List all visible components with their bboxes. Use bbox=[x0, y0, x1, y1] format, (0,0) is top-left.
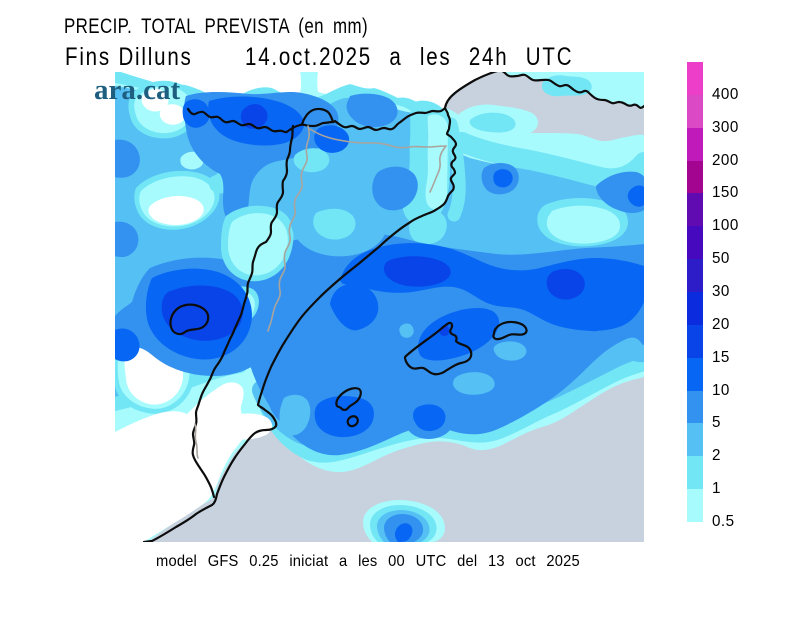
legend-swatch-50 bbox=[687, 226, 703, 260]
fill-2mm-w-mallorca bbox=[399, 323, 414, 338]
fill-5mm-left-mid bbox=[115, 221, 139, 257]
legend-swatch-100 bbox=[687, 193, 703, 227]
fill-2mm-s-menorca bbox=[493, 341, 527, 361]
pocket-upper-right bbox=[537, 197, 628, 247]
legend-swatch-30 bbox=[687, 259, 703, 292]
fill-05mm-18 bbox=[546, 205, 621, 244]
fill-1mm-diagonal bbox=[313, 208, 356, 240]
legend-swatch-400 bbox=[687, 62, 703, 95]
dry-pocket-lleida bbox=[221, 205, 294, 282]
border-andorra bbox=[300, 107, 335, 126]
fill-15mm-midband-west-core bbox=[384, 256, 451, 287]
fill-10mm-se-ibiza bbox=[413, 404, 446, 432]
model-caption: model GFS 0.25 iniciat a les 00 UTC del … bbox=[156, 553, 580, 570]
fill-05mm-12 bbox=[425, 114, 448, 210]
fill-10mm-mallorca bbox=[418, 308, 500, 361]
legend-label-400: 400 bbox=[712, 85, 739, 103]
legend-label-2: 2 bbox=[712, 447, 721, 465]
map-canvas bbox=[108, 69, 654, 544]
island-menorca bbox=[492, 320, 528, 341]
legend-label-300: 300 bbox=[712, 118, 739, 136]
legend-swatch-0.5 bbox=[687, 489, 703, 522]
island-mallorca bbox=[403, 321, 473, 376]
dry-patch-3 bbox=[141, 88, 169, 112]
legend-label-0.5: 0.5 bbox=[712, 513, 735, 530]
border-france-spain bbox=[186, 106, 447, 134]
south-sea-cell bbox=[363, 500, 445, 542]
legend-swatch-150 bbox=[687, 160, 703, 194]
border-valencia-gray bbox=[194, 423, 199, 459]
legend-label-30: 30 bbox=[712, 283, 730, 300]
dry-patch-nw bbox=[128, 80, 199, 139]
legend-label-10: 10 bbox=[712, 381, 730, 399]
fill-05mm-dot-a bbox=[180, 151, 204, 170]
fill-2mm-right-edge bbox=[626, 344, 644, 363]
legend-swatch-20 bbox=[687, 292, 703, 325]
page-title: PRECIP. TOTAL PREVISTA (en mm) bbox=[64, 15, 369, 38]
legend-swatch-2 bbox=[687, 423, 703, 457]
legend-label-20: 20 bbox=[712, 315, 730, 333]
legend-label-100: 100 bbox=[712, 217, 739, 235]
fill-1mm-gulf-blob bbox=[469, 112, 516, 133]
coastline-iberia bbox=[142, 70, 496, 544]
legend-swatch-10 bbox=[687, 357, 703, 391]
dry-patch-4 bbox=[159, 104, 186, 125]
legend-label-15: 15 bbox=[712, 348, 730, 366]
legend-swatch-300 bbox=[687, 94, 703, 128]
legend-swatch-5 bbox=[687, 390, 703, 424]
legend-label-150: 150 bbox=[712, 184, 739, 202]
dry-valencia bbox=[115, 382, 251, 542]
legend-label-1: 1 bbox=[712, 480, 721, 498]
dry-patch-w4 bbox=[134, 170, 220, 230]
legend-swatch-15 bbox=[687, 324, 703, 358]
fill-10mm-left-edge bbox=[115, 328, 140, 362]
fill-10mm-ibiza bbox=[314, 396, 374, 438]
legend-label-200: 200 bbox=[712, 151, 739, 169]
border-lleida-gray bbox=[267, 125, 310, 332]
fill-2mm-s-mallorca bbox=[453, 372, 495, 395]
legend-label-5: 5 bbox=[712, 414, 721, 432]
legend-swatch-1 bbox=[687, 456, 703, 490]
border-aragon bbox=[191, 124, 295, 499]
coastline-france bbox=[492, 69, 646, 109]
fill-15mm-pyrenees-core bbox=[240, 104, 268, 129]
fill-5mm-east-of-pyr bbox=[346, 93, 398, 128]
ara-cat-logo: ara.cat bbox=[94, 74, 181, 106]
subtitle-period: Fins Dilluns bbox=[65, 43, 193, 71]
subtitle-date: 14.oct.2025 a les 24h UTC bbox=[245, 43, 574, 71]
dry-france-west bbox=[121, 72, 301, 100]
island-ibiza bbox=[335, 387, 362, 411]
fill-10mm-sea-girona bbox=[493, 169, 513, 188]
fill-1mm-se-tongue bbox=[409, 210, 447, 245]
fill-5mm-left-top bbox=[115, 139, 140, 178]
fill-10mm-midband-swlobe bbox=[330, 284, 379, 331]
legend-swatch-200 bbox=[687, 127, 703, 161]
dry-france-east bbox=[317, 72, 494, 110]
legend-colorbar bbox=[687, 62, 703, 522]
fill-05mm-14 bbox=[228, 213, 288, 276]
fill-5mm-girona bbox=[372, 166, 418, 211]
legend: 400 300 200 150 100 50 30 20 15 10 5 2 1 0.5 bbox=[687, 62, 797, 532]
dry-patch-7 bbox=[148, 196, 204, 225]
fill-15mm-midband-east-core bbox=[546, 268, 585, 300]
sea-southeast bbox=[148, 377, 644, 542]
island-formentera bbox=[346, 415, 359, 428]
legend-label-50: 50 bbox=[712, 250, 730, 268]
precipitation-map bbox=[108, 69, 654, 544]
fill-15mm-teruel-core bbox=[161, 285, 243, 341]
fill-2mm-ibiza-west bbox=[279, 394, 311, 436]
border-ademuz bbox=[169, 303, 210, 336]
dry-w7 bbox=[216, 413, 272, 440]
fill-1mm-lleida-east bbox=[293, 148, 330, 173]
fill-10mm-23 bbox=[394, 523, 413, 542]
fill-10mm-south-lobe bbox=[576, 294, 614, 332]
border-girona-gray bbox=[309, 128, 447, 149]
border-girona-south-gray bbox=[429, 145, 447, 193]
fill-10mm-right-edge bbox=[627, 185, 644, 207]
